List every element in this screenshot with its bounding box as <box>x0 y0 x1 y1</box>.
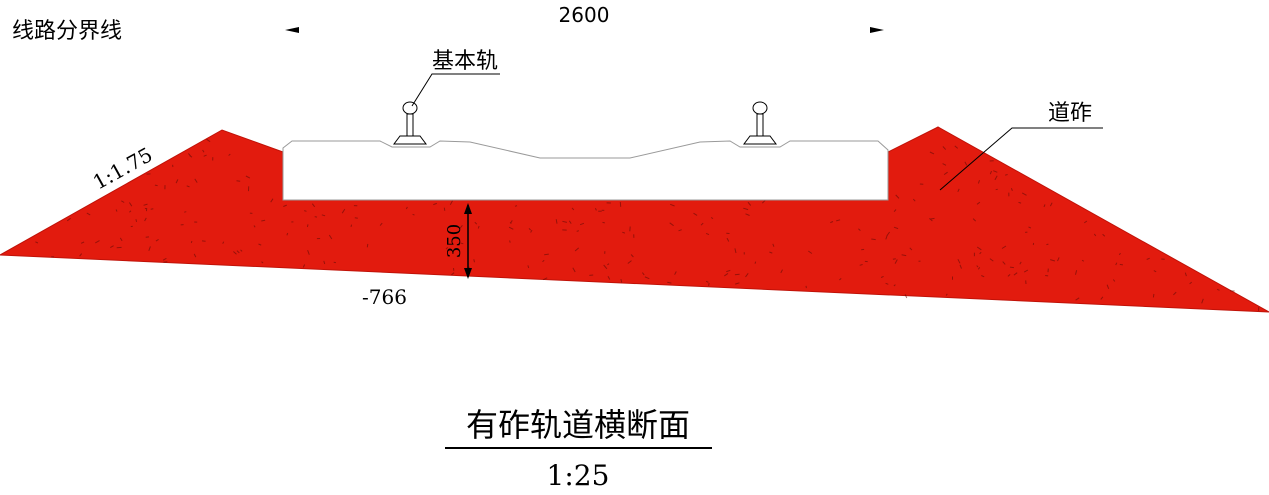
ballast-speck <box>1010 267 1014 268</box>
ballast-speck <box>367 244 368 247</box>
ballast-speck <box>1019 202 1022 203</box>
ballast-speck <box>544 254 549 255</box>
ballast-speck <box>136 219 137 222</box>
ballast-speck <box>261 220 265 221</box>
ballast-speck <box>1120 264 1123 265</box>
base-rail-left <box>394 102 426 144</box>
ballast-speck <box>444 208 445 211</box>
ballast-speck <box>515 206 517 207</box>
ballast-speck <box>603 222 605 223</box>
ballast-speck <box>1005 175 1008 176</box>
base-rail-leader <box>412 74 500 106</box>
base-rail-right <box>744 102 776 144</box>
ballast-speck <box>930 218 935 219</box>
ballast-speck <box>1153 294 1154 298</box>
ballast-speck <box>184 212 186 213</box>
ballast-speck <box>1046 244 1048 245</box>
track-slab <box>283 141 888 200</box>
ballast-speck <box>996 189 998 190</box>
ballast-speck <box>191 241 192 243</box>
elevation-label: -766 <box>362 285 407 309</box>
ballast-speck <box>709 283 710 286</box>
ballast-speck <box>315 217 317 218</box>
depth-dimension: 350 <box>444 224 465 258</box>
ballast-speck <box>304 211 306 212</box>
ballast-bed <box>0 127 1269 312</box>
dim-arrow-right <box>870 27 884 33</box>
dim-arrow-left <box>285 27 299 33</box>
width-dimension: 2600 <box>559 3 610 27</box>
ballast-speck <box>577 231 579 232</box>
base-rail-label: 基本轨 <box>432 49 498 74</box>
ballast-speck <box>735 274 740 275</box>
ballast-speck <box>474 259 475 262</box>
drawing-title: 有砟轨道横断面 <box>466 406 690 444</box>
boundary-line-label: 线路分界线 <box>12 19 122 44</box>
scale-label: 1:25 <box>547 459 610 490</box>
ballast-label: 道砟 <box>1048 101 1092 126</box>
ballast-speck <box>351 225 352 227</box>
ballast-speck <box>871 239 875 240</box>
ballast-speck <box>755 262 756 264</box>
ballast-speck <box>893 259 896 260</box>
ballast-speck <box>307 224 308 227</box>
ballast-speck <box>510 241 511 243</box>
ballast-speck <box>155 185 158 186</box>
ballast-speck <box>355 218 358 219</box>
